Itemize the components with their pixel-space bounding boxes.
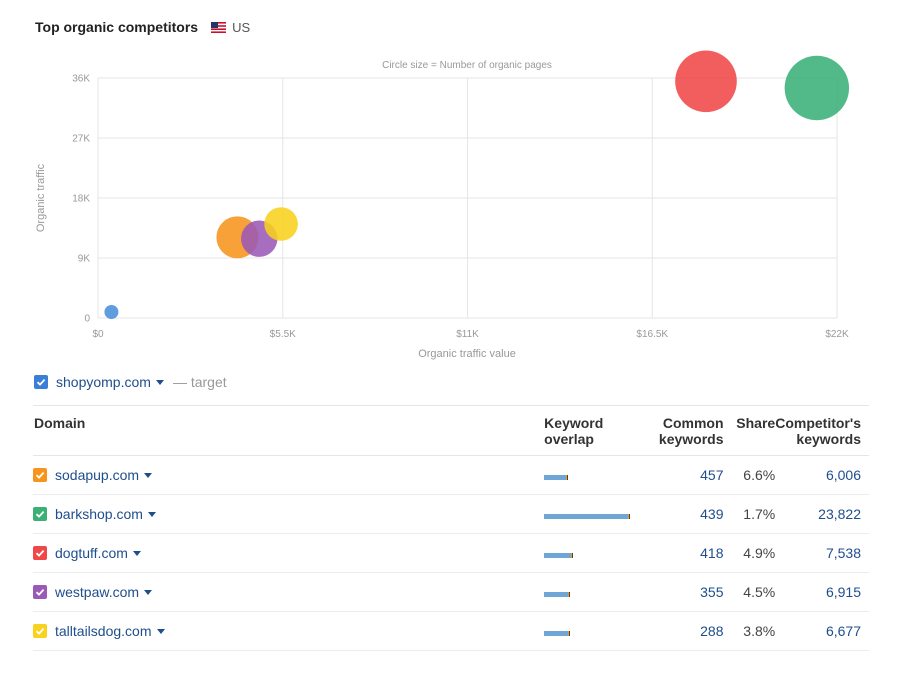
- widget-title: Top organic competitors: [35, 19, 199, 35]
- col-competitor-keywords[interactable]: Competitor's keywords: [775, 405, 869, 456]
- competitor-keywords-value[interactable]: 6,006: [775, 455, 869, 495]
- competitor-checkbox[interactable]: [33, 507, 47, 521]
- x-tick-label: $22K: [825, 329, 849, 340]
- check-icon: [35, 627, 45, 635]
- col-keyword-overlap[interactable]: Keyword overlap: [544, 405, 635, 456]
- competitor-checkbox[interactable]: [33, 585, 47, 599]
- keyword-overlap-bar: [544, 514, 631, 519]
- y-axis-title: Organic traffic: [35, 163, 47, 232]
- share-value: 3.8%: [723, 611, 776, 651]
- competitor-checkbox[interactable]: [33, 546, 47, 560]
- keyword-overlap-bar: [544, 553, 574, 558]
- chevron-down-icon[interactable]: [144, 589, 153, 595]
- competitor-domain-link[interactable]: talltailsdog.com: [55, 623, 152, 639]
- chevron-down-icon[interactable]: [147, 511, 156, 517]
- share-value: 4.9%: [723, 533, 776, 573]
- check-icon: [35, 588, 45, 596]
- check-icon: [35, 549, 45, 557]
- competitor-keywords-value[interactable]: 7,538: [775, 533, 869, 573]
- keyword-overlap-bar: [544, 475, 569, 480]
- chevron-down-icon[interactable]: [132, 550, 141, 556]
- chevron-down-icon[interactable]: [144, 472, 153, 478]
- common-keywords-value[interactable]: 355: [634, 572, 724, 612]
- chart-subtitle: Circle size = Number of organic pages: [382, 60, 552, 71]
- domain-cell: sodapup.com: [33, 455, 545, 495]
- competitor-keywords-value[interactable]: 23,822: [775, 494, 869, 534]
- bubble-shopyomp-com: [104, 305, 119, 319]
- domain-cell: barkshop.com: [33, 494, 545, 534]
- table-row: westpaw.com 355 4.5% 6,915: [33, 572, 869, 612]
- keyword-overlap-bar: [544, 592, 571, 597]
- table-row: barkshop.com 439 1.7% 23,822: [33, 494, 869, 534]
- chart-grid: [97, 77, 838, 319]
- target-note: — target: [172, 374, 227, 390]
- col-common-keywords[interactable]: Common keywords: [634, 405, 724, 456]
- y-tick-label: 0: [84, 314, 90, 325]
- bubble-dogtuff-com: [675, 50, 737, 113]
- domain-cell: talltailsdog.com: [33, 611, 545, 651]
- competitor-checkbox[interactable]: [33, 624, 47, 638]
- y-tick-label: 18K: [72, 194, 90, 205]
- check-icon: [35, 471, 45, 479]
- table-row: dogtuff.com 418 4.9% 7,538: [33, 533, 869, 573]
- target-domain-row: shopyomp.com — target: [34, 374, 227, 390]
- y-tick-label: 27K: [72, 134, 90, 145]
- domain-cell: westpaw.com: [33, 572, 545, 612]
- chart-labels: 0 9K 18K 27K 36K $0 $5.5K $11K $16.5K $22K Circle …: [35, 60, 849, 360]
- common-keywords-value[interactable]: 288: [634, 611, 724, 651]
- keyword-overlap-cell: [544, 494, 635, 534]
- chevron-down-icon[interactable]: [156, 628, 165, 634]
- col-share[interactable]: Share: [723, 405, 776, 456]
- table-row: sodapup.com 457 6.6% 6,006: [33, 455, 869, 495]
- keyword-overlap-cell: [544, 572, 635, 612]
- us-flag-icon: [211, 21, 227, 33]
- x-tick-label: $16.5K: [636, 329, 668, 340]
- check-icon: [36, 378, 46, 386]
- competitor-domain-link[interactable]: barkshop.com: [55, 506, 143, 522]
- table-header-row: Domain Keyword overlap Common keywords Sha…: [33, 405, 869, 456]
- chart-bubbles: [104, 50, 850, 319]
- keyword-overlap-cell: [544, 611, 635, 651]
- target-checkbox[interactable]: [34, 375, 48, 389]
- table-row: talltailsdog.com 288 3.8% 6,677: [33, 611, 869, 651]
- check-icon: [35, 510, 45, 518]
- x-tick-label: $5.5K: [270, 329, 296, 340]
- competitor-domain-link[interactable]: westpaw.com: [55, 584, 140, 600]
- x-tick-label: $0: [92, 329, 104, 340]
- common-keywords-value[interactable]: 418: [634, 533, 724, 573]
- common-keywords-value[interactable]: 439: [634, 494, 724, 534]
- widget-header: Top organic competitors US: [35, 19, 250, 35]
- competitor-keywords-value[interactable]: 6,677: [775, 611, 869, 651]
- competitors-table: Domain Keyword overlap Common keywords Sha…: [33, 405, 869, 651]
- competitor-keywords-value[interactable]: 6,915: [775, 572, 869, 612]
- bubble-talltailsdog-com: [264, 207, 298, 241]
- keyword-overlap-bar: [544, 631, 571, 636]
- share-value: 4.5%: [723, 572, 776, 612]
- competitors-bubble-chart: 0 9K 18K 27K 36K $0 $5.5K $11K $16.5K $22K Circle …: [35, 50, 850, 360]
- keyword-overlap-cell: [544, 455, 635, 495]
- competitor-domain-link[interactable]: dogtuff.com: [55, 545, 128, 561]
- y-tick-label: 9K: [78, 254, 91, 265]
- x-tick-label: $11K: [456, 329, 479, 340]
- target-domain-link[interactable]: shopyomp.com: [56, 374, 151, 390]
- y-tick-label: 36K: [72, 74, 90, 85]
- country-label: US: [232, 19, 251, 35]
- col-domain[interactable]: Domain: [33, 405, 545, 456]
- share-value: 6.6%: [723, 455, 776, 495]
- competitor-domain-link[interactable]: sodapup.com: [55, 467, 140, 483]
- chevron-down-icon[interactable]: [155, 379, 164, 385]
- x-axis-title: Organic traffic value: [418, 348, 516, 360]
- competitor-checkbox[interactable]: [33, 468, 47, 482]
- share-value: 1.7%: [723, 494, 776, 534]
- keyword-overlap-cell: [544, 533, 635, 573]
- bubble-barkshop-com: [784, 55, 850, 121]
- domain-cell: dogtuff.com: [33, 533, 545, 573]
- common-keywords-value[interactable]: 457: [634, 455, 724, 495]
